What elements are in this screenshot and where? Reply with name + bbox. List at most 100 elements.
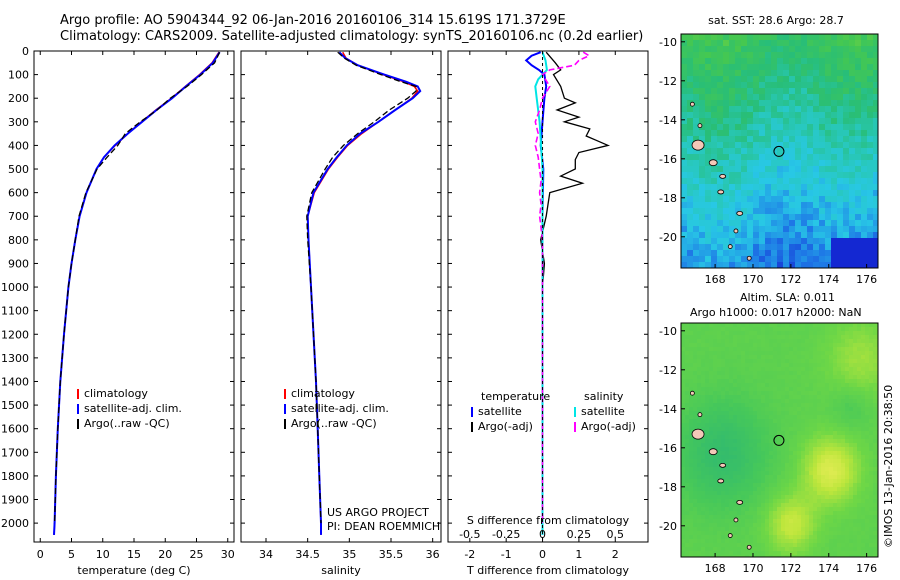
legend-label-temperature: satellite-adj. clim. [84, 402, 182, 415]
annotation-project: US ARGO PROJECT [327, 506, 429, 519]
y-tick-label: 1900 [1, 494, 29, 507]
legend-header-salinity: salinity [584, 390, 624, 403]
island-shape [719, 462, 727, 468]
map-x-tick-label: 170 [742, 562, 763, 575]
legend-label-salinity: Argo(..raw -QC) [291, 417, 377, 430]
legend-label-difference: Argo(-adj) [478, 420, 533, 433]
map-y-tick-label: -18 [659, 192, 677, 205]
salinity-tick-label: -0.5 [459, 528, 480, 541]
y-tick-label: 400 [8, 139, 29, 152]
y-tick-label: 1700 [1, 446, 29, 459]
map-x-tick-label: 174 [818, 273, 839, 286]
argo-position-marker [773, 145, 785, 157]
legend-label-difference: Argo(-adj) [581, 420, 636, 433]
y-tick-label: 800 [8, 234, 29, 247]
argo-position-marker [773, 434, 785, 446]
legend-header-temperature: temperature [481, 390, 550, 403]
map-x-tick-label: 170 [742, 273, 763, 286]
x-tick-label-difference: 0 [539, 548, 546, 561]
island-shape [708, 448, 718, 456]
island-shape [697, 412, 703, 418]
legend-label-difference: satellite [478, 405, 522, 418]
y-tick-label: 1100 [1, 305, 29, 318]
y-tick-label: 0 [22, 45, 29, 58]
x-tick-label-temperature: 10 [96, 548, 110, 561]
map-title-sst: sat. SST: 28.6 Argo: 28.7 [708, 14, 844, 27]
x-tick-label-temperature: 15 [127, 548, 141, 561]
map-y-tick-label: -20 [659, 231, 677, 244]
x-tick-label-salinity: 34 [259, 548, 273, 561]
island-shape [727, 244, 733, 249]
island-shape [689, 390, 695, 396]
y-tick-label: 200 [8, 92, 29, 105]
y-tick-label: 2000 [1, 517, 29, 530]
map-y-tick-label: -16 [659, 153, 677, 166]
y-tick-label: 1300 [1, 352, 29, 365]
y-tick-label: 1200 [1, 328, 29, 341]
island-shape [733, 517, 739, 523]
map-x-tick-label: 168 [705, 273, 726, 286]
y-tick-label: 300 [8, 116, 29, 129]
x-tick-label-difference: 2 [612, 548, 619, 561]
map-y-tick-label: -18 [659, 481, 677, 494]
y-tick-label: 500 [8, 163, 29, 176]
map-y-tick-label: -14 [659, 403, 677, 416]
island-shape [691, 139, 705, 151]
salinity-tick-label: -0.25 [492, 528, 520, 541]
x-tick-label-salinity: 35.5 [379, 548, 404, 561]
x-tick-label-salinity: 35 [342, 548, 356, 561]
x-tick-label-salinity: 36 [426, 548, 440, 561]
map-frame-sst_map [680, 33, 879, 269]
axis-label-salinity: salinity [321, 564, 361, 577]
y-tick-label: 600 [8, 187, 29, 200]
x-tick-label-temperature: 0 [37, 548, 44, 561]
island-shape [717, 478, 725, 484]
y-tick-label: 100 [8, 69, 29, 82]
x-tick-label-temperature: 30 [221, 548, 235, 561]
island-shape [697, 123, 703, 129]
axis-label-difference: T difference from climatology [466, 564, 629, 577]
x-tick-label-difference: -1 [501, 548, 512, 561]
island-shape [746, 544, 752, 550]
map-x-tick-label: 174 [818, 562, 839, 575]
y-tick-label: 1800 [1, 470, 29, 483]
map-heatmap-sla_map [681, 323, 879, 558]
legend-label-temperature: Argo(..raw -QC) [84, 417, 170, 430]
annotation-pi: PI: DEAN ROEMMICH [327, 520, 440, 533]
y-tick-label: 700 [8, 210, 29, 223]
series-line-temperature [53, 51, 221, 524]
y-tick-label: 900 [8, 257, 29, 270]
map-x-tick-label: 172 [780, 562, 801, 575]
map-x-tick-label: 176 [856, 562, 877, 575]
y-tick-label: 1000 [1, 281, 29, 294]
map-x-tick-label: 176 [856, 273, 877, 286]
map-frame-sla_map [680, 322, 879, 558]
salinity-tick-label: 0.5 [607, 528, 625, 541]
legend-label-difference: satellite [581, 405, 625, 418]
axis-label-temperature: temperature (deg C) [77, 564, 190, 577]
map-y-tick-label: -14 [659, 114, 677, 127]
island-shape [733, 228, 739, 234]
series-line-salinity [306, 51, 417, 524]
x-tick-label-temperature: 25 [190, 548, 204, 561]
island-shape [708, 159, 718, 167]
island-shape [719, 173, 727, 179]
legend-label-salinity: satellite-adj. clim. [291, 402, 389, 415]
island-shape [717, 189, 725, 195]
legend-label-salinity: climatology [291, 387, 355, 400]
map-y-tick-label: -10 [659, 36, 677, 49]
island-shape [746, 255, 752, 261]
plot-frame-difference [447, 50, 649, 543]
x-tick-label-difference: -2 [464, 548, 475, 561]
x-tick-label-difference: 1 [575, 548, 582, 561]
series-line-difference [534, 51, 548, 535]
salinity-tick-label: 0.25 [567, 528, 592, 541]
header-line-1: Argo profile: AO 5904344_92 06-Jan-2016 … [60, 13, 566, 28]
legend-label-temperature: climatology [84, 387, 148, 400]
y-tick-label: 1600 [1, 423, 29, 436]
x-tick-label-temperature: 5 [68, 548, 75, 561]
island-shape [727, 533, 733, 538]
map-y-tick-label: -12 [659, 75, 677, 88]
map-x-tick-label: 172 [780, 273, 801, 286]
